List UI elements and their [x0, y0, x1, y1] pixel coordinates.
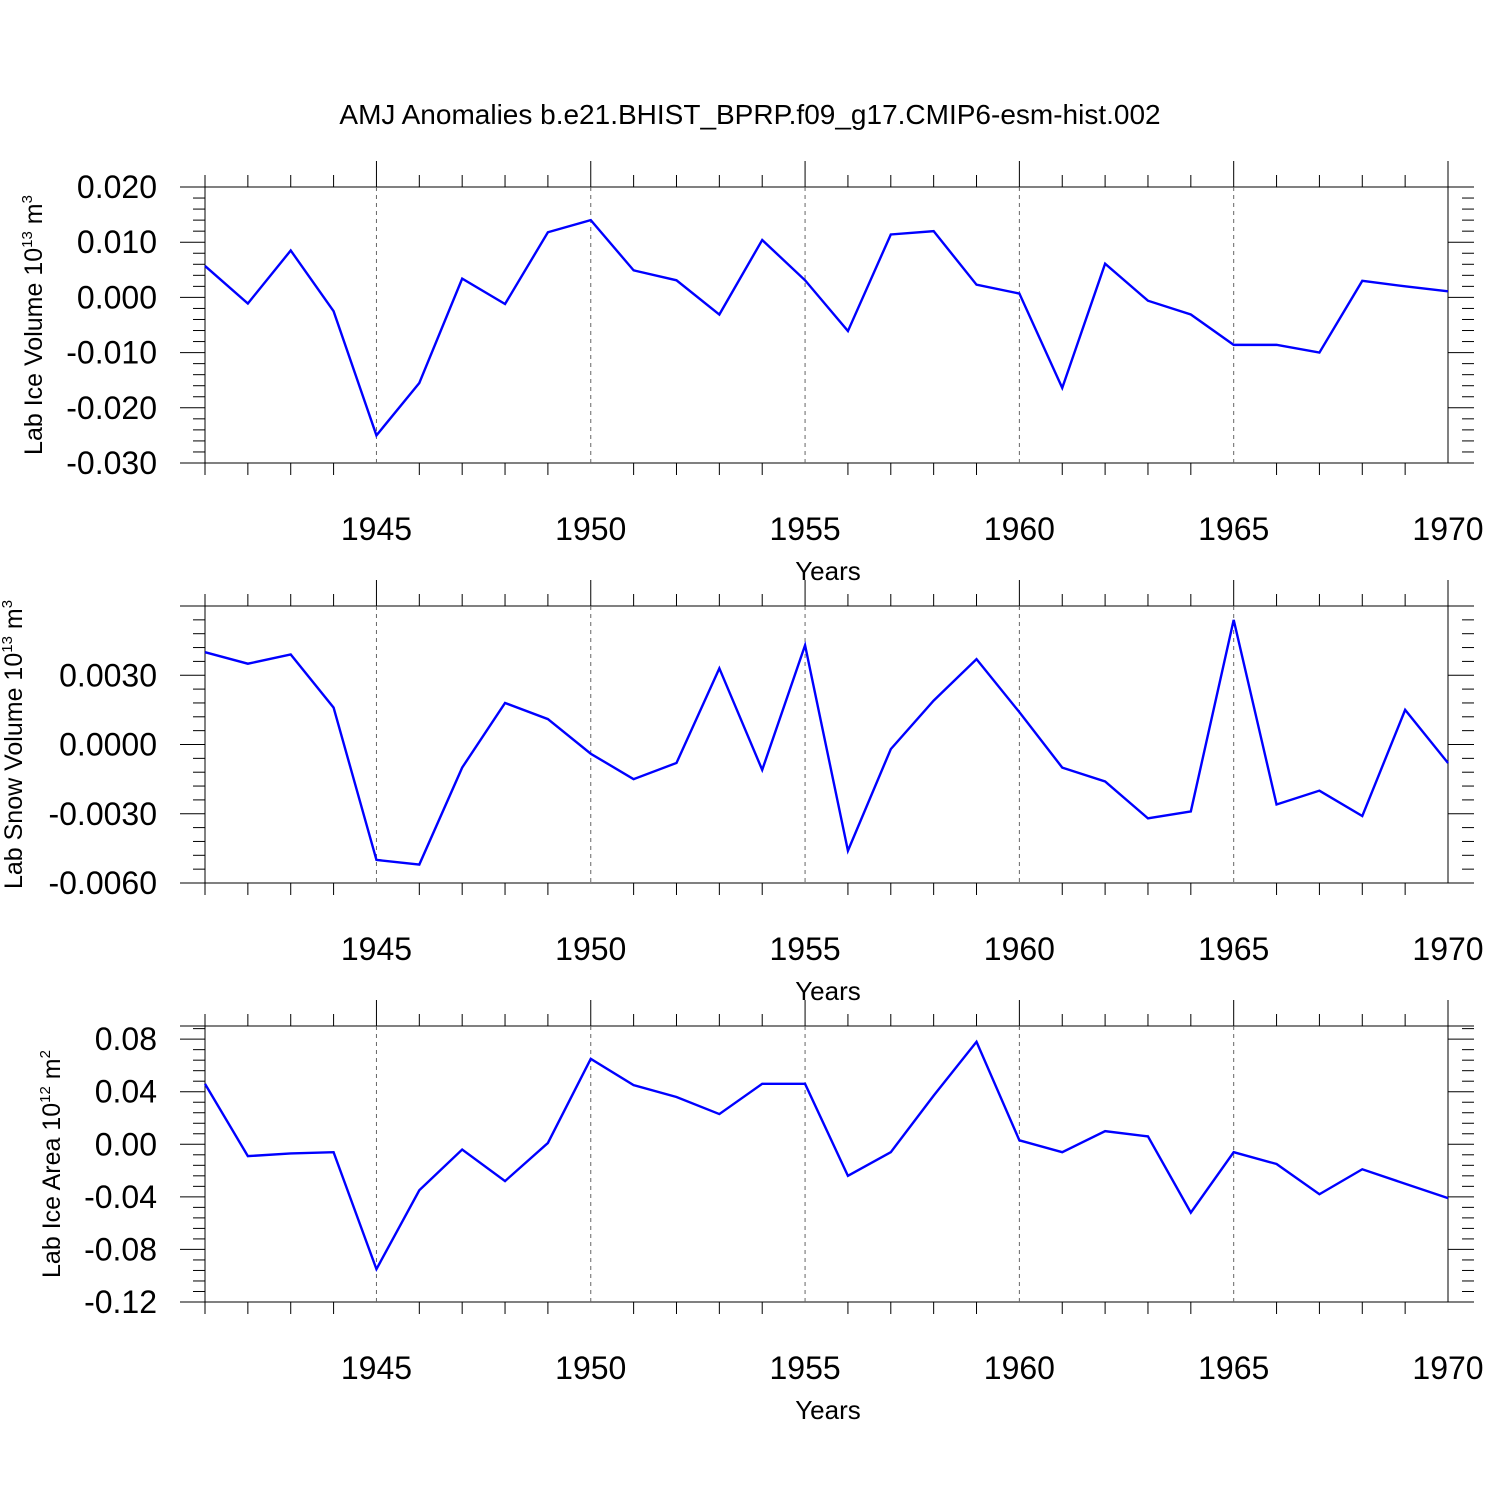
y-tick-label: 0.00 — [95, 1126, 157, 1162]
y-tick-label: 0.0000 — [59, 727, 157, 763]
chart-title: AMJ Anomalies b.e21.BHIST_BPRP.f09_g17.C… — [339, 99, 1160, 130]
y-axis-label: Lab Snow Volume 1013 m3 — [0, 600, 28, 889]
y-axis-label-superscript: 3 — [19, 195, 36, 203]
y-tick-label: 0.020 — [77, 169, 157, 205]
x-axis-label: Years — [795, 556, 861, 586]
y-axis-label-superscript: 12 — [37, 1086, 54, 1103]
y-tick-label: -0.010 — [66, 335, 157, 371]
y-tick-label: 0.04 — [95, 1074, 157, 1110]
x-tick-label: 1955 — [769, 931, 840, 967]
y-axis-label-text: m — [38, 1058, 66, 1086]
y-tick-label: -0.0030 — [48, 796, 157, 832]
x-tick-label: 1960 — [984, 931, 1055, 967]
y-axis-label-text: Lab Ice Area 10 — [38, 1103, 66, 1278]
y-axis-label-text: m — [0, 608, 28, 636]
x-tick-label: 1955 — [769, 1350, 840, 1386]
x-tick-label: 1970 — [1412, 931, 1483, 967]
x-tick-label: 1965 — [1198, 511, 1269, 547]
x-tick-label: 1970 — [1412, 511, 1483, 547]
panel-3: 1945 1950 1955 1960 1965 1970 Years -0.12 -0.08 -… — [37, 1000, 1484, 1425]
x-tick-label: 1950 — [555, 511, 626, 547]
series-line — [204, 218, 1449, 438]
y-tick-label: -0.0060 — [48, 865, 157, 901]
y-tick-label: -0.04 — [84, 1179, 157, 1215]
x-tick-label: 1950 — [555, 1350, 626, 1386]
y-axis-label-text: Lab Snow Volume 10 — [0, 653, 28, 889]
y-tick-label: 0.0030 — [59, 657, 157, 693]
x-tick-label: 1960 — [984, 1350, 1055, 1386]
y-axis-label-superscript: 13 — [19, 231, 36, 248]
x-axis-label: Years — [795, 1395, 861, 1425]
y-tick-label: -0.020 — [66, 390, 157, 426]
x-tick-label: 1950 — [555, 931, 626, 967]
y-tick-label: -0.12 — [84, 1284, 157, 1320]
y-axis-label-superscript: 3 — [0, 600, 16, 608]
x-tick-label: 1955 — [769, 511, 840, 547]
y-tick-label: 0.010 — [77, 224, 157, 260]
y-tick-label: 0.000 — [77, 279, 157, 315]
y-axis-label-superscript: 13 — [0, 636, 16, 653]
series-line — [204, 619, 1449, 866]
series-line — [203, 1039, 1449, 1273]
y-tick-label: -0.08 — [84, 1231, 157, 1267]
y-axis-label-text: m — [20, 203, 48, 231]
y-tick-label: -0.030 — [66, 445, 157, 481]
x-tick-label: 1945 — [341, 931, 412, 967]
x-tick-label: 1965 — [1198, 1350, 1269, 1386]
y-axis-label-superscript: 2 — [37, 1050, 54, 1058]
x-tick-label: 1945 — [341, 511, 412, 547]
x-tick-label: 1965 — [1198, 931, 1269, 967]
x-tick-label: 1945 — [341, 1350, 412, 1386]
x-axis-label: Years — [795, 976, 861, 1006]
y-axis-label: Lab Ice Area 1012 m2 — [37, 1050, 66, 1278]
x-tick-label: 1960 — [984, 511, 1055, 547]
x-tick-label: 1970 — [1412, 1350, 1483, 1386]
panel-2: 1945 1950 1955 1960 1965 1970 Years -0.0060 -0.0… — [0, 580, 1484, 1006]
panel-1: 1945 1950 1955 1960 1965 1970 Years -0.030 -0.02… — [19, 161, 1484, 586]
y-axis-label: Lab Ice Volume 1013 m3 — [19, 195, 48, 455]
y-axis-label-text: Lab Ice Volume 10 — [20, 248, 48, 455]
y-tick-label: 0.08 — [95, 1021, 157, 1057]
